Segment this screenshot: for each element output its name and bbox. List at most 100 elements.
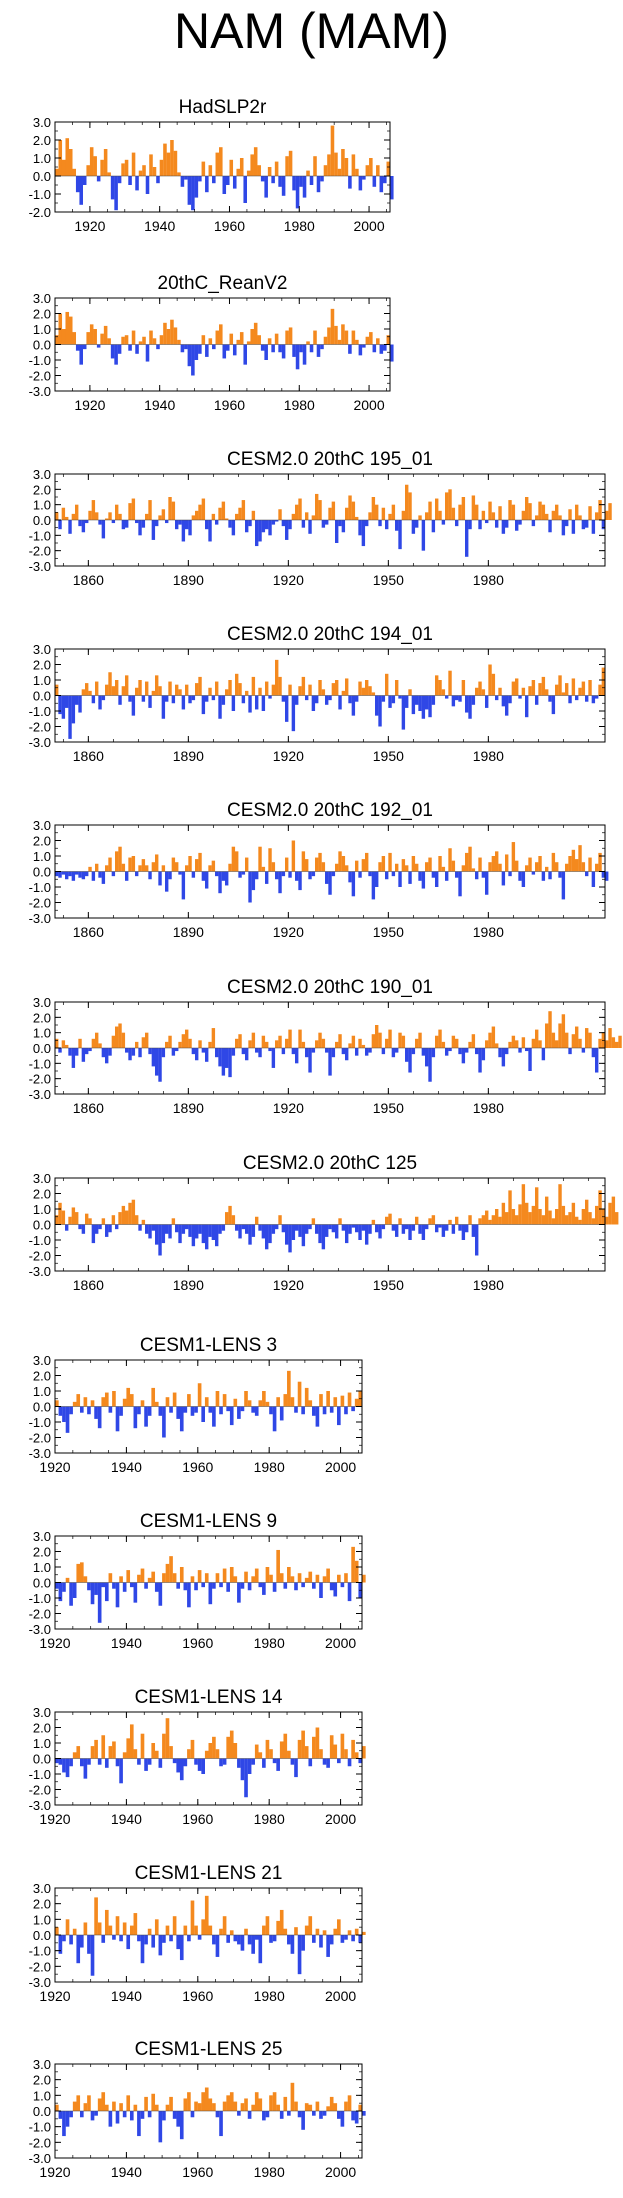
data-bar — [335, 863, 339, 872]
data-bar — [319, 1749, 323, 1759]
data-bar — [578, 845, 582, 872]
data-bar — [61, 159, 66, 176]
data-bar — [260, 344, 265, 351]
data-bar — [105, 1048, 109, 1064]
data-bar — [169, 1556, 173, 1583]
data-bar — [149, 330, 153, 345]
data-bar — [228, 680, 232, 696]
data-bar — [105, 684, 109, 696]
data-bar — [295, 1224, 299, 1231]
data-bar — [165, 871, 169, 892]
data-bar — [301, 520, 306, 528]
data-bar — [304, 1577, 309, 1583]
data-bar — [471, 1034, 476, 1048]
data-bar — [438, 856, 442, 872]
data-bar — [388, 695, 392, 708]
data-bar — [272, 1935, 277, 1942]
data-bar — [395, 680, 399, 696]
data-bar — [219, 1582, 223, 1588]
data-bar — [201, 498, 206, 520]
data-bar — [588, 506, 592, 520]
data-bar — [555, 1209, 559, 1225]
data-bar — [117, 176, 122, 184]
data-bar — [155, 675, 159, 696]
data-bar — [95, 863, 99, 872]
data-bar — [88, 866, 92, 872]
data-bar — [205, 1224, 209, 1250]
data-bar — [183, 1758, 188, 1767]
data-bar — [215, 871, 219, 877]
data-bar — [65, 1577, 70, 1583]
data-bar — [445, 492, 449, 520]
data-bar — [215, 1573, 220, 1583]
data-bar — [595, 695, 599, 699]
data-bar — [362, 1931, 366, 1935]
data-bar — [315, 857, 319, 872]
data-bar — [288, 150, 293, 176]
data-bar — [119, 1758, 123, 1784]
data-bar — [114, 176, 118, 211]
data-bar — [508, 1190, 512, 1225]
data-bar — [290, 1758, 295, 1765]
data-bar — [115, 1916, 120, 1935]
data-bar — [168, 871, 172, 880]
data-bar — [147, 2111, 152, 2118]
data-bar — [531, 520, 536, 527]
data-bar — [505, 520, 509, 528]
data-bar — [354, 1398, 359, 1407]
data-bar — [362, 344, 366, 348]
data-bar — [115, 1582, 120, 1608]
data-bar — [508, 871, 512, 877]
data-bar — [318, 852, 322, 872]
data-bar — [371, 497, 376, 520]
data-bar — [261, 1035, 266, 1048]
x-tick-label: 1890 — [173, 748, 204, 764]
x-tick-label: 2000 — [353, 397, 384, 413]
y-tick-label: 2.0 — [33, 834, 51, 849]
data-bar — [115, 1224, 119, 1230]
y-tick-label: -3.0 — [29, 1446, 51, 1461]
data-bar — [125, 871, 129, 881]
data-bar — [138, 680, 142, 696]
data-bar — [505, 1212, 509, 1225]
data-bar — [312, 1406, 316, 1416]
data-bar — [241, 500, 246, 520]
data-bar — [313, 330, 317, 345]
data-bar — [585, 1199, 589, 1225]
data-bar — [103, 149, 108, 176]
data-bar — [190, 1900, 195, 1935]
data-bar — [528, 1048, 532, 1071]
data-bar — [330, 308, 335, 345]
data-bar — [226, 1406, 230, 1412]
data-bar — [97, 1406, 102, 1429]
data-bar — [321, 520, 326, 528]
data-bar — [295, 871, 299, 881]
data-bar — [485, 871, 489, 895]
data-bar — [163, 143, 167, 176]
data-bar — [122, 1922, 127, 1935]
data-bar — [388, 1213, 392, 1225]
y-tick-label: -2.0 — [29, 2135, 51, 2150]
data-bar — [169, 2096, 173, 2111]
data-bar — [105, 865, 109, 872]
data-bar — [283, 2096, 288, 2111]
data-bar — [104, 1582, 109, 1602]
data-bar — [538, 501, 542, 520]
data-bar — [71, 695, 76, 724]
data-bar — [605, 1040, 609, 1048]
data-bar — [405, 865, 409, 872]
y-tick-label: -3.0 — [29, 2151, 51, 2166]
data-bar — [258, 1582, 263, 1588]
data-bar — [276, 1397, 280, 1407]
data-bar — [258, 1400, 263, 1407]
data-bar — [198, 344, 202, 354]
x-tick-label: 1950 — [373, 572, 404, 588]
y-tick-label: 2.0 — [33, 482, 51, 497]
data-bar — [115, 504, 119, 520]
data-bar — [169, 1935, 173, 1942]
x-tick-label: 2000 — [353, 218, 384, 234]
data-bar — [69, 1758, 73, 1767]
data-bar — [111, 871, 116, 877]
data-bar — [212, 1582, 216, 1589]
data-bar — [95, 512, 99, 520]
